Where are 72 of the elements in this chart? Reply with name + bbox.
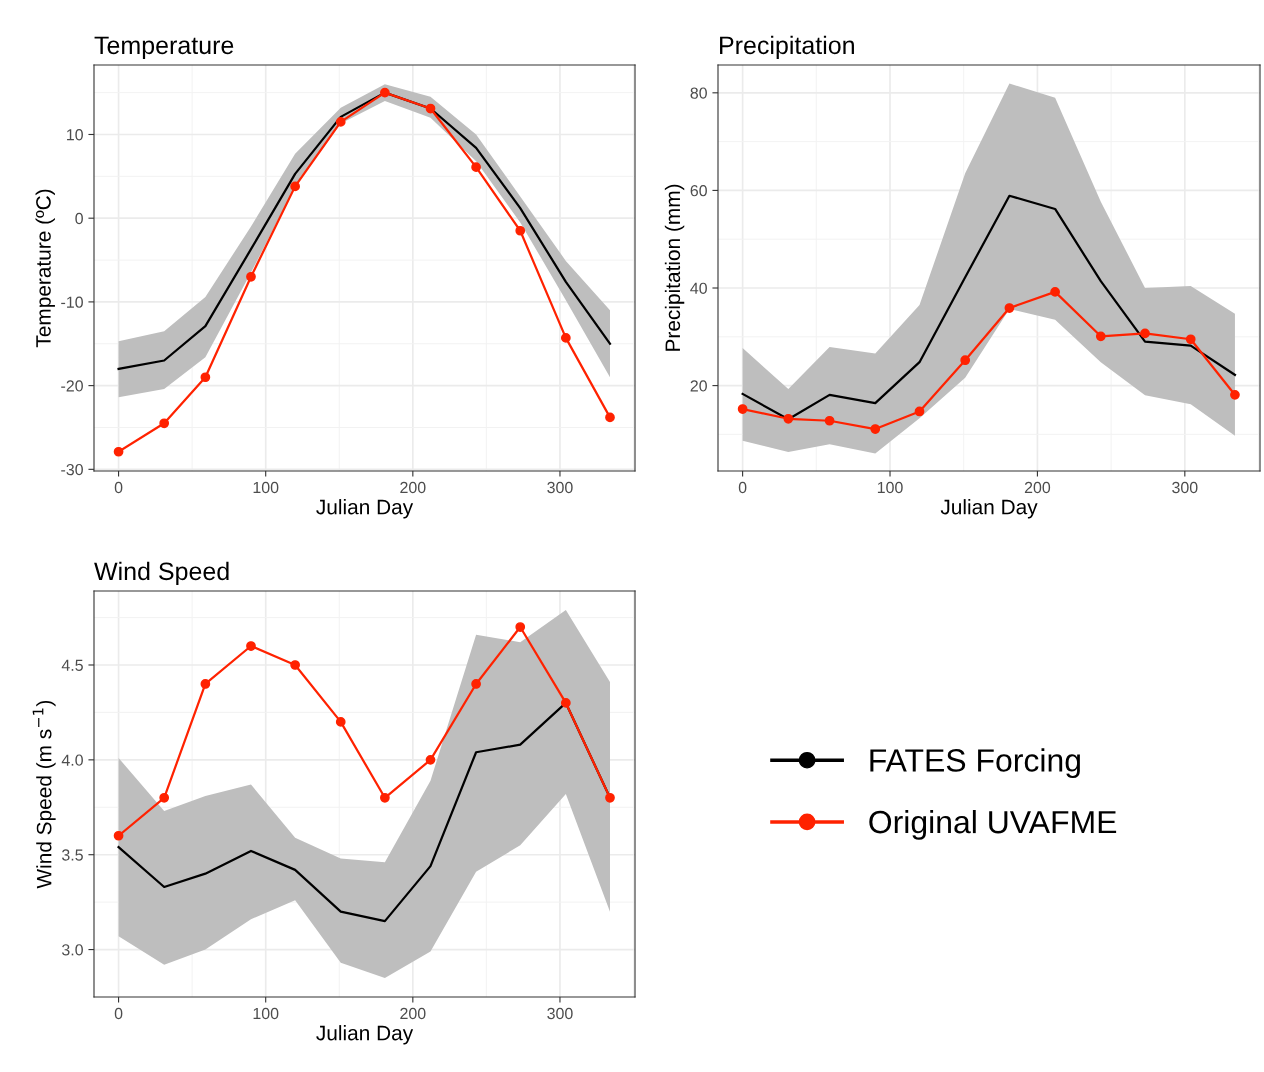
point: [246, 641, 256, 651]
point: [1140, 328, 1150, 339]
point: [380, 87, 390, 98]
point: [200, 372, 211, 383]
y-tick-label: 4.5: [61, 659, 83, 671]
x-tick-label: 300: [1172, 481, 1198, 494]
x-tick-label: 200: [1024, 481, 1051, 494]
point: [290, 660, 300, 670]
point: [605, 412, 615, 423]
point: [914, 406, 925, 417]
x-tick-label: 0: [114, 1007, 123, 1020]
point: [335, 117, 346, 127]
x-tick-label: 300: [547, 1007, 573, 1020]
x-axis-title: Julian Day: [940, 499, 1038, 519]
x-axis-title: Julian Day: [316, 499, 414, 519]
point: [1230, 390, 1240, 400]
point: [824, 415, 835, 426]
point: [159, 792, 170, 803]
point: [515, 225, 526, 236]
y-axis-title: Wind Speed (m s$^{−1}$): [32, 700, 56, 889]
legend-label: FATES Forcing: [870, 748, 1080, 779]
x-tick-label: 300: [547, 481, 573, 494]
x-tick-label: 100: [253, 481, 279, 494]
y-tick-label: 40: [690, 282, 707, 294]
point: [113, 446, 124, 457]
x-tick-label: 100: [253, 1007, 279, 1020]
point: [960, 355, 971, 366]
y-tick-label: 20: [690, 380, 707, 392]
point: [1095, 331, 1106, 342]
point: [560, 698, 571, 708]
point: [471, 162, 481, 172]
point: [380, 792, 390, 803]
x-tick-label: 200: [400, 481, 426, 494]
point: [471, 679, 481, 689]
y-tick-label: 80: [690, 87, 707, 99]
y-tick-label: 60: [690, 185, 707, 197]
point: [1185, 334, 1196, 345]
x-tick-label: 0: [738, 481, 747, 494]
y-tick-label: -10: [61, 296, 83, 308]
point: [1004, 303, 1015, 313]
point: [425, 103, 436, 114]
point: [1050, 287, 1060, 297]
chart-title: Wind Speed: [94, 561, 229, 586]
point: [783, 413, 794, 424]
y-tick-label: -20: [61, 380, 83, 392]
point: [159, 418, 170, 429]
point: [560, 333, 571, 343]
point: [605, 792, 615, 803]
y-tick-label: -30: [61, 463, 83, 476]
chart-title: Temperature: [94, 36, 234, 60]
point: [335, 717, 346, 727]
x-tick-label: 200: [400, 1007, 426, 1020]
point: [200, 679, 211, 689]
y-axis-title: Temperature (ºC): [35, 189, 55, 348]
x-tick-label: 0: [114, 481, 123, 494]
x-tick-label: 100: [877, 481, 903, 494]
chart-title: Precipitation: [720, 35, 854, 60]
y-axis-title: Precipitation (mm): [664, 184, 685, 351]
point: [246, 271, 256, 282]
point: [290, 181, 300, 192]
point: [425, 754, 436, 765]
point: [737, 404, 748, 414]
y-tick-label: 10: [67, 129, 83, 141]
y-tick-label: 3.0: [61, 944, 83, 956]
x-axis-title: Julian Day: [316, 1025, 414, 1045]
y-tick-label: 0: [75, 212, 83, 225]
y-tick-label: 4.0: [61, 754, 83, 766]
point: [515, 622, 526, 632]
legend-label: Original UVAFME: [869, 809, 1117, 840]
y-tick-label: 3.5: [61, 849, 83, 861]
point: [870, 424, 881, 434]
point: [113, 830, 124, 841]
